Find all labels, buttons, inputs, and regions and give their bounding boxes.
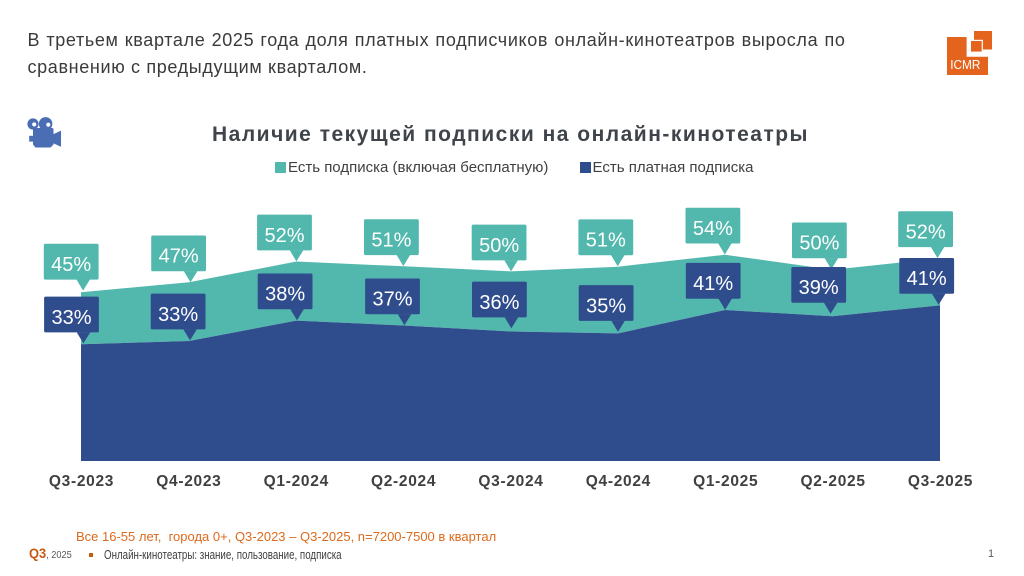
svg-text:41%: 41% <box>693 273 733 295</box>
svg-text:50%: 50% <box>479 235 519 257</box>
svg-text:Q3-2024: Q3-2024 <box>478 473 543 490</box>
svg-text:Q1-2024: Q1-2024 <box>264 473 329 490</box>
svg-text:51%: 51% <box>586 230 626 252</box>
svg-text:Q4-2024: Q4-2024 <box>586 473 651 490</box>
svg-text:ICMR: ICMR <box>950 57 980 72</box>
svg-text:35%: 35% <box>586 295 626 317</box>
svg-text:39%: 39% <box>799 277 839 299</box>
svg-text:41%: 41% <box>907 268 947 290</box>
svg-text:Q3-2023: Q3-2023 <box>49 473 114 490</box>
svg-text:38%: 38% <box>265 284 305 306</box>
svg-text:50%: 50% <box>799 233 839 255</box>
svg-text:37%: 37% <box>372 289 412 311</box>
svg-text:Q4-2023: Q4-2023 <box>156 473 221 490</box>
svg-text:Q3-2025: Q3-2025 <box>908 473 973 490</box>
svg-text:47%: 47% <box>159 246 199 268</box>
svg-text:Q2-2024: Q2-2024 <box>371 473 436 490</box>
svg-text:51%: 51% <box>371 230 411 252</box>
svg-text:52%: 52% <box>264 225 304 247</box>
svg-text:54%: 54% <box>693 218 733 240</box>
svg-text:33%: 33% <box>158 304 198 326</box>
svg-text:33%: 33% <box>51 307 91 329</box>
svg-text:45%: 45% <box>51 254 91 276</box>
svg-text:Q1-2025: Q1-2025 <box>693 473 758 490</box>
svg-text:52%: 52% <box>906 222 946 244</box>
svg-text:36%: 36% <box>479 292 519 314</box>
svg-text:Q2-2025: Q2-2025 <box>800 473 865 490</box>
